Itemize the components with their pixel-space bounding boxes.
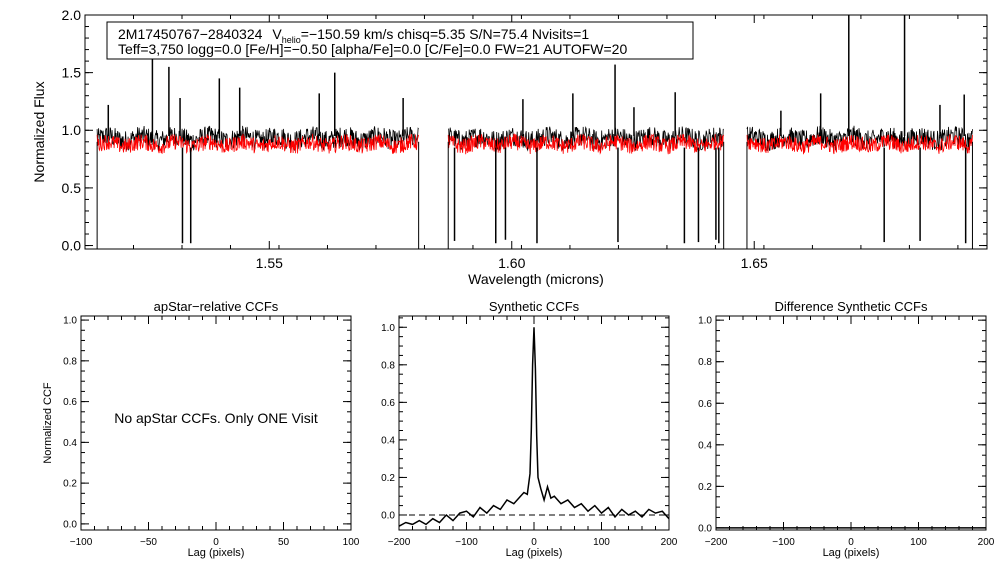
apstar-ccf-ylabel: Normalized CCF xyxy=(42,382,54,464)
synthetic-ccf-xtick-label: −100 xyxy=(455,537,478,548)
apstar-ccf-ytick-label: 0.4 xyxy=(63,438,77,449)
difference-ccf-xtick-label: −200 xyxy=(705,537,728,548)
synthetic-ccf-ticks xyxy=(398,316,670,530)
difference-ccf-xtick-label: −100 xyxy=(772,537,795,548)
synthetic-ccf-data xyxy=(398,327,670,527)
apstar-ccf-xtick-label: 50 xyxy=(278,537,290,548)
synthetic-ccf-ytick-label: 0.8 xyxy=(381,360,395,371)
spectrum-ytick-label: 2.0 xyxy=(62,7,82,23)
difference-ccf-xtick-label: 200 xyxy=(978,537,995,548)
apstar-ccf-ytick-label: 0.0 xyxy=(63,519,77,530)
star-id: 2M17450767−2840324 xyxy=(118,26,263,42)
apstar-ccf-xtick-label: −100 xyxy=(70,537,93,548)
synthetic-ccf-ytick-label: 1.0 xyxy=(381,323,395,334)
difference-ccf-ytick-label: 0.4 xyxy=(698,440,712,451)
difference-ccf-frame xyxy=(715,315,987,531)
apstar-ccf-xtick-label: −50 xyxy=(140,537,157,548)
apstar-ccf-xlabel: Lag (pixels) xyxy=(188,547,245,559)
annotation-line-1: 2M17450767−2840324 Vhelio=−150.59 km/s ch… xyxy=(118,26,589,45)
difference-ccf-ytick-label: 0.8 xyxy=(698,357,712,368)
apstar-ccf-xtick-label: 0 xyxy=(213,537,219,548)
spectrum-xlabel: Wavelength (microns) xyxy=(468,271,604,287)
apstar-ccf-panel: apStar−relative CCFs −100 −50 0 50 100 0.0 0.2… xyxy=(42,299,360,559)
spectrum-frame xyxy=(84,14,988,250)
synthetic-ccf-ytick-label: 0.6 xyxy=(381,398,395,409)
difference-ccf-panel: Difference Synthetic CCFs −200 −100 0 100 20… xyxy=(698,299,995,559)
spectrum-ticks xyxy=(84,14,987,249)
difference-ccf-ytick-label: 0.6 xyxy=(698,399,712,410)
synthetic-ccf-ytick-label: 0.0 xyxy=(381,510,395,521)
annotation-line-2: Teff=3,750 logg=0.0 [Fe/H]=−0.50 [alpha/… xyxy=(118,41,627,57)
difference-ccf-xtick-label: 100 xyxy=(910,537,927,548)
synthetic-ccf-tick-labels: −200 −100 0 100 200 0.0 0.2 0.4 0.6 0.8 1.0 xyxy=(381,323,678,548)
difference-ccf-ytick-label: 0.0 xyxy=(698,523,712,534)
difference-ccf-xtick-label: 0 xyxy=(848,537,854,548)
spectrum-ylabel: Normalized Flux xyxy=(31,81,47,182)
apstar-ccf-message: No apStar CCFs. Only ONE Visit xyxy=(114,410,318,426)
annotation-box xyxy=(106,21,694,60)
synthetic-ccf-ytick-label: 0.2 xyxy=(381,473,395,484)
synthetic-ccf-xlabel: Lag (pixels) xyxy=(506,547,563,559)
synthetic-ccf-line xyxy=(398,327,670,527)
spectrum-panel: 1.55 1.60 1.65 0.0 0.5 1.0 1.5 2.0 2M17450767−2… xyxy=(31,7,988,287)
difference-ccf-ytick-label: 1.0 xyxy=(698,316,712,327)
spectrum-ytick-label: 0.5 xyxy=(62,180,82,196)
apstar-ccf-title: apStar−relative CCFs xyxy=(154,299,279,314)
difference-ccf-title: Difference Synthetic CCFs xyxy=(775,299,928,314)
vhelio-label: V xyxy=(272,26,282,42)
spectrum-series-model xyxy=(96,133,973,155)
vhelio-and-stats: =−150.59 km/s chisq=5.35 S/N=75.4 Nvisit… xyxy=(301,26,590,42)
spectrum-tick-labels: 1.55 1.60 1.65 0.0 0.5 1.0 1.5 2.0 xyxy=(62,7,769,271)
apstar-ccf-ytick-label: 0.2 xyxy=(63,479,77,490)
synthetic-ccf-panel: Synthetic CCFs −200 −100 0 100 200 0.0 0.2 0.4 0… xyxy=(381,299,678,559)
apstar-ccf-ytick-label: 0.8 xyxy=(63,356,77,367)
difference-ccf-tick-labels: −200 −100 0 100 200 0.0 0.2 0.4 0.6 0.8 1.0 xyxy=(698,316,995,548)
apstar-ccf-ytick-label: 1.0 xyxy=(63,316,77,327)
difference-ccf-ytick-label: 0.2 xyxy=(698,482,712,493)
difference-ccf-ticks xyxy=(715,316,987,530)
synthetic-ccf-ytick-label: 0.4 xyxy=(381,435,395,446)
spectrum-ytick-label: 0.0 xyxy=(62,237,82,253)
synthetic-ccf-xtick-label: 0 xyxy=(531,537,537,548)
synthetic-ccf-title: Synthetic CCFs xyxy=(489,299,580,314)
apstar-ccf-xtick-label: 100 xyxy=(343,537,360,548)
synthetic-ccf-xtick-label: 100 xyxy=(593,537,610,548)
synthetic-ccf-xtick-label: 200 xyxy=(661,537,678,548)
spectrum-xtick-label: 1.60 xyxy=(498,255,525,271)
synthetic-ccf-xtick-label: −200 xyxy=(388,537,411,548)
apstar-ccf-ytick-label: 0.6 xyxy=(63,397,77,408)
apstar-ccf-tick-labels: −100 −50 0 50 100 0.0 0.2 0.4 0.6 0.8 1.0 xyxy=(63,316,360,548)
spectrum-xtick-label: 1.65 xyxy=(741,255,768,271)
apstar-ccf-ticks xyxy=(80,316,352,530)
vhelio-subscript: helio xyxy=(282,35,301,45)
spectrum-legend-box: 2M17450767−2840324 Vhelio=−150.59 km/s ch… xyxy=(106,21,694,60)
spectrum-ytick-label: 1.0 xyxy=(62,122,82,138)
spectrum-ytick-label: 1.5 xyxy=(62,65,82,81)
spectrum-xtick-label: 1.55 xyxy=(256,255,283,271)
difference-ccf-xlabel: Lag (pixels) xyxy=(823,547,880,559)
